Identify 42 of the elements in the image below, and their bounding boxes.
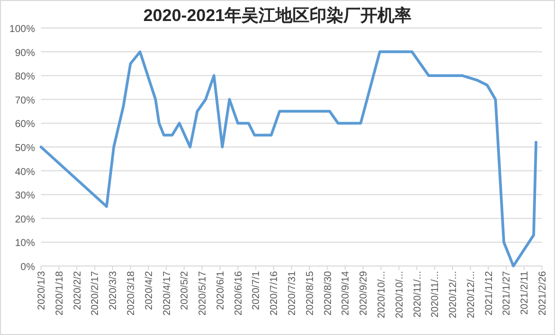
x-tick-label: 2020/6/1 [215, 270, 226, 310]
x-tick-label: 2020/12/... [466, 271, 477, 318]
x-tick-label: 2020/5/17 [198, 270, 209, 316]
y-tick-label: 70% [14, 95, 36, 106]
x-tick-label: 2020/10/... [394, 271, 406, 318]
x-tick-label: 2020/9/14 [340, 270, 352, 316]
x-tick-label: 2020/8/30 [322, 270, 334, 316]
y-tick-label: 20% [14, 214, 36, 226]
x-tick-label: 2020/5/2 [180, 270, 191, 310]
y-tick-label: 10% [14, 238, 36, 250]
x-tick-label: 2021/2/26 [538, 270, 548, 316]
x-tick-label: 2021/1/12 [484, 270, 495, 316]
y-tick-label: 100% [9, 24, 36, 35]
x-tick-label: 2020/2/2 [72, 270, 84, 310]
x-tick-label: 2020/3/18 [126, 270, 137, 316]
x-tick-label: 2020/1/18 [54, 270, 66, 316]
line-series [40, 50, 538, 268]
x-tick-label: 2020/10/... [376, 271, 388, 318]
x-tick-label: 2020/3/3 [108, 270, 120, 310]
y-tick-label: 60% [14, 119, 36, 130]
x-tick-label: 2020/6/16 [233, 270, 244, 316]
x-tick-label: 2020/7/16 [269, 270, 280, 316]
x-tick-label: 2020/1/3 [36, 270, 48, 310]
y-tick-label: 0% [20, 262, 36, 273]
x-tick-label: 2020/7/31 [287, 270, 298, 316]
x-tick-label: 2020/9/29 [358, 270, 370, 316]
x-tick-label: 2020/7/1 [251, 270, 262, 310]
x-tick-label: 2021/1/27 [502, 270, 513, 316]
x-tick-label: 2020/2/17 [90, 270, 102, 316]
y-tick-label: 30% [14, 190, 36, 202]
chart-title: 2020-2021年吴江地区印染厂开机率 [143, 6, 412, 25]
y-tick-label: 40% [14, 166, 36, 178]
x-tick-label: 2021/2/11 [520, 270, 531, 315]
x-tick-label: 2020/4/2 [144, 270, 155, 310]
x-tick-label: 2020/8/15 [304, 270, 316, 316]
y-tick-label: 90% [14, 48, 36, 59]
y-tick-label: 50% [14, 143, 36, 154]
x-tick-label: 2020/4/17 [162, 270, 173, 316]
x-tick-label: 2020/11/... [412, 271, 424, 318]
y-tick-label: 80% [14, 72, 36, 83]
x-tick-label: 2020/12/... [448, 271, 460, 318]
x-tick-label: 2020/11/... [430, 271, 442, 318]
